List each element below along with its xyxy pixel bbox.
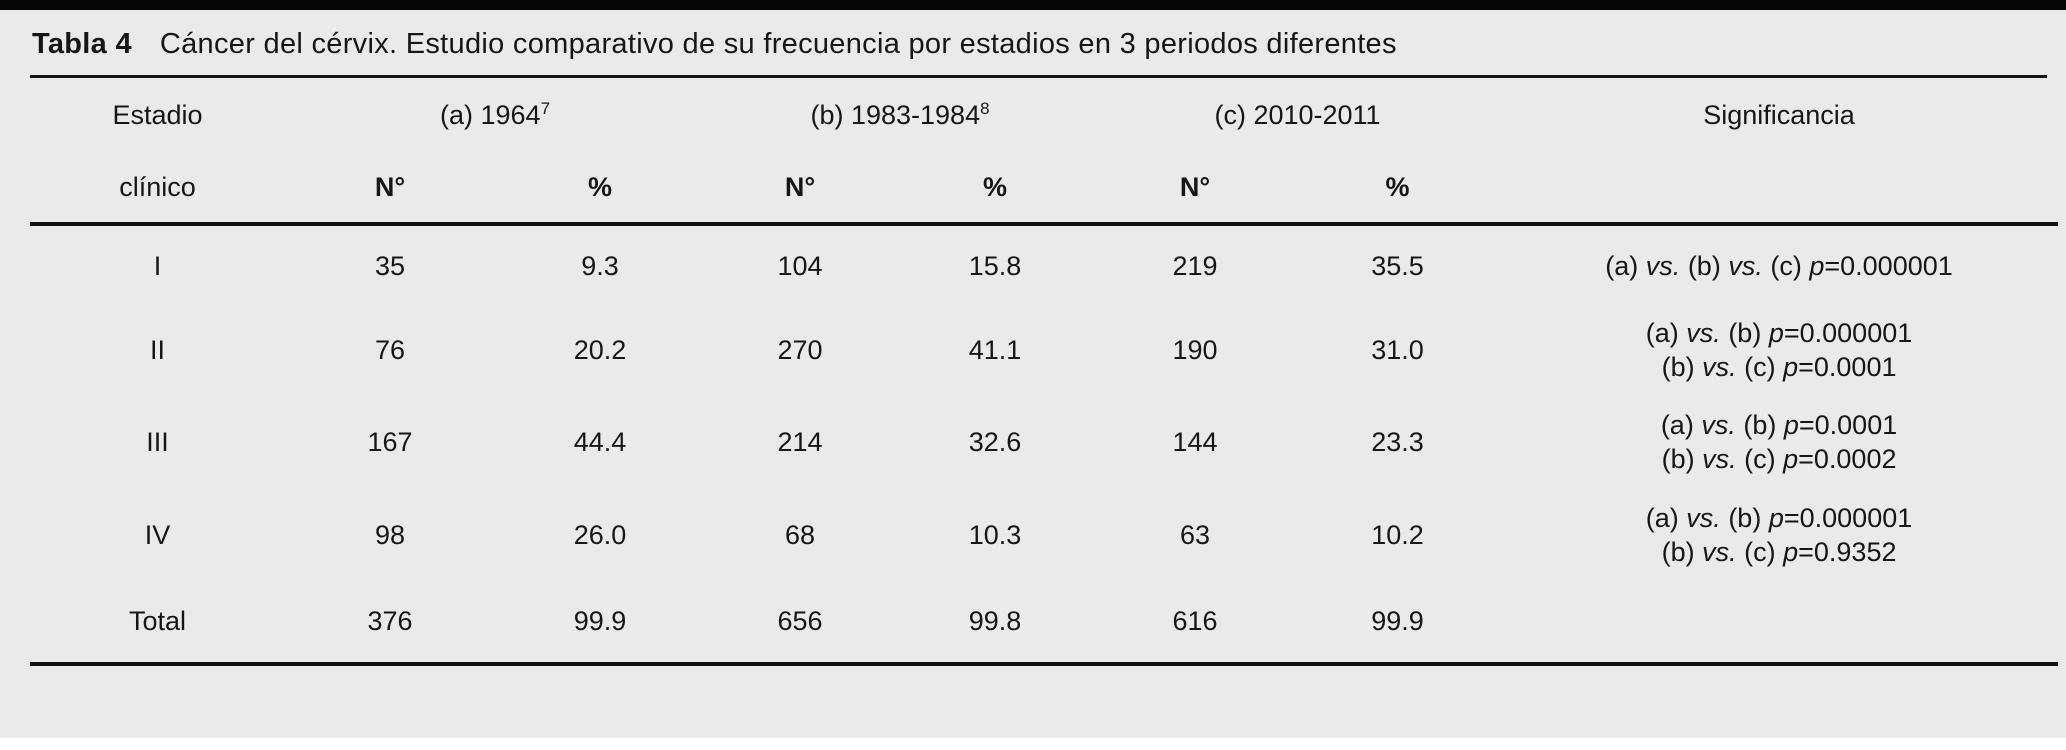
stage-cell: Total	[128, 605, 187, 636]
n-subheader-a: N°	[285, 152, 495, 226]
significance-cell: (a) vs. (b) vs. (c) p=0.000001	[1500, 224, 2058, 306]
table-header: Estadio (a) 19647 (b) 1983-19848 (c) 201…	[30, 78, 2059, 226]
stage-header-line1: Estadio	[112, 99, 203, 130]
value-cell: 656	[777, 605, 823, 636]
significance-header-spacer	[1500, 152, 2059, 226]
significance-line: (a) vs. (b) p=0.0001	[1660, 410, 1898, 440]
value-cell: 68	[784, 519, 816, 550]
reference-superscript: 8	[980, 98, 990, 118]
value-cell: 35	[374, 250, 406, 281]
value-cell: 76	[374, 334, 406, 365]
table-title: Tabla 4 Cáncer del cérvix. Estudio compar…	[0, 10, 2066, 75]
significance-header: Significancia	[1703, 99, 1855, 130]
significance-line: (b) vs. (c) p=0.0002	[1661, 444, 1897, 474]
value-cell: 20.2	[573, 334, 627, 365]
value-cell: 32.6	[968, 426, 1022, 457]
stage-cell: I	[153, 250, 162, 281]
value-cell: 10.3	[968, 519, 1022, 550]
value-cell: 270	[777, 334, 823, 365]
significance-line: (a) vs. (b) vs. (c) p=0.000001	[1605, 251, 1953, 281]
header-row-groups: Estadio (a) 19647 (b) 1983-19848 (c) 201…	[30, 78, 2058, 152]
value-cell: 99.9	[1371, 605, 1424, 636]
significance-cell: (a) vs. (b) p=0.000001 (b) vs. (c) p=0.00…	[1500, 306, 2058, 394]
significance-line: (a) vs. (b) p=0.000001	[1645, 318, 1913, 348]
significance-line: (a) vs. (b) p=0.000001	[1645, 503, 1913, 533]
table-title-text: Cáncer del cérvix. Estudio comparativo d…	[159, 28, 1397, 60]
stage-cell: IV	[144, 519, 171, 550]
stage-cell: III	[146, 426, 169, 457]
value-cell: 376	[367, 605, 413, 636]
significance-cell	[1500, 580, 2058, 664]
value-cell: 44.4	[573, 426, 627, 457]
table-body: I 35 9.3 104 15.8 219 35.5 (a) vs. (b) vs. (c) …	[30, 224, 2058, 664]
header-row-subcolumns: clínico N° % N° % N° %	[30, 152, 2059, 226]
pct-subheader-c: %	[1295, 152, 1501, 226]
value-cell: 31.0	[1371, 334, 1424, 365]
top-black-bar	[0, 0, 2066, 10]
value-cell: 9.3	[581, 250, 619, 281]
value-cell: 190	[1172, 334, 1218, 365]
value-cell: 99.8	[968, 605, 1022, 636]
n-subheader-b: N°	[705, 152, 896, 226]
pct-subheader-a: %	[495, 152, 706, 226]
value-cell: 104	[777, 250, 823, 281]
n-subheader-c: N°	[1095, 152, 1296, 226]
value-cell: 219	[1172, 250, 1218, 281]
table-number-label: Tabla 4	[32, 28, 132, 60]
value-cell: 26.0	[573, 519, 627, 550]
table-row: IV 98 26.0 68 10.3 63 10.2 (a) vs. (b) p=0.0000…	[30, 490, 2058, 580]
value-cell: 98	[374, 519, 406, 550]
significance-line: (b) vs. (c) p=0.9352	[1661, 537, 1897, 567]
table-row: II 76 20.2 270 41.1 190 31.0 (a) vs. (b) p=0.00…	[30, 306, 2058, 394]
value-cell: 10.2	[1371, 519, 1424, 550]
table-row: III 167 44.4 214 32.6 144 23.3 (a) vs. (b) p=0.…	[30, 394, 2058, 490]
comparison-table: Estadio (a) 19647 (b) 1983-19848 (c) 201…	[30, 78, 2059, 666]
column-group-c: (c) 2010-2011	[1214, 99, 1381, 130]
reference-superscript: 7	[540, 98, 551, 118]
stage-header-line2: clínico	[30, 152, 285, 226]
value-cell: 616	[1172, 605, 1218, 636]
significance-cell: (a) vs. (b) p=0.000001 (b) vs. (c) p=0.93…	[1500, 490, 2058, 580]
value-cell: 35.5	[1371, 250, 1424, 281]
title-divider-rule	[30, 75, 2047, 78]
value-cell: 23.3	[1371, 426, 1424, 457]
column-group-a: (a) 19647	[439, 98, 551, 130]
value-cell: 41.1	[968, 334, 1022, 365]
value-cell: 214	[777, 426, 823, 457]
value-cell: 63	[1179, 519, 1211, 550]
value-cell: 167	[367, 426, 413, 457]
pct-subheader-b: %	[895, 152, 1096, 226]
significance-line: (b) vs. (c) p=0.0001	[1661, 352, 1897, 382]
value-cell: 15.8	[968, 250, 1022, 281]
column-group-b: (b) 1983-19848	[810, 98, 990, 130]
value-cell: 99.9	[573, 605, 627, 636]
stage-cell: II	[149, 334, 165, 365]
table-row: Total 376 99.9 656 99.8 616 99.9	[30, 580, 2058, 664]
value-cell: 144	[1172, 426, 1218, 457]
table-row: I 35 9.3 104 15.8 219 35.5 (a) vs. (b) vs. (c) …	[30, 224, 2058, 306]
significance-cell: (a) vs. (b) p=0.0001 (b) vs. (c) p=0.0002	[1500, 394, 2058, 490]
